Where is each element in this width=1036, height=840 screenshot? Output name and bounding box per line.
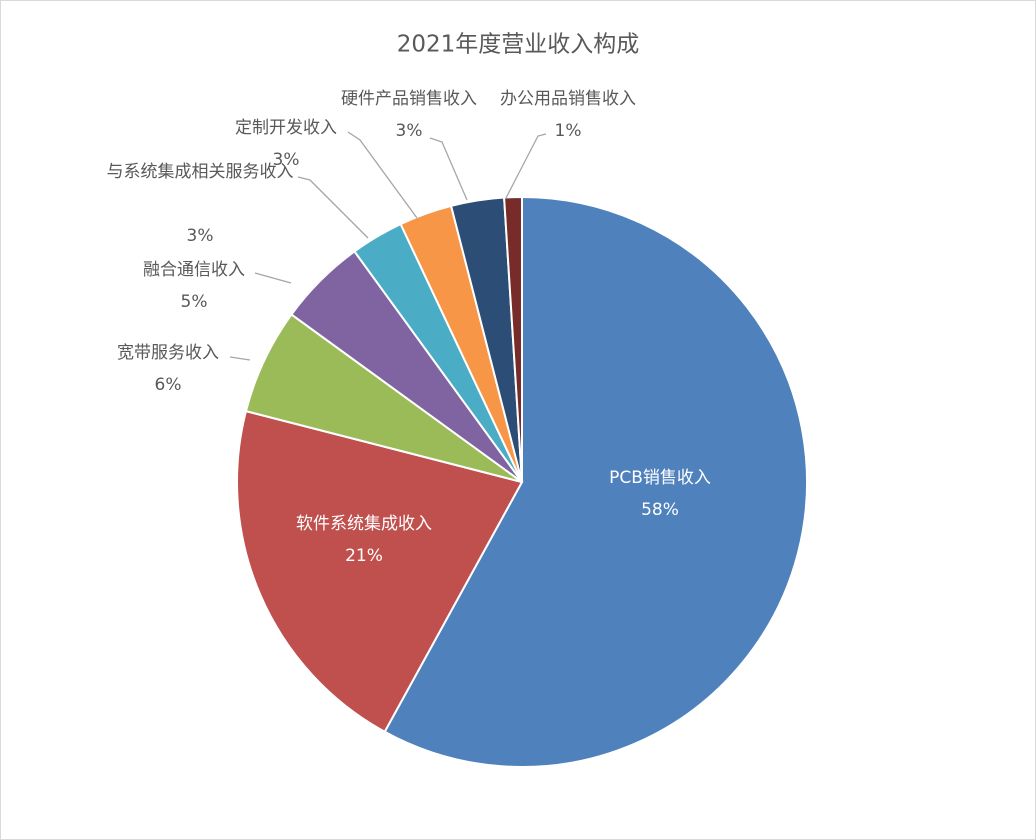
leader-line	[505, 133, 547, 199]
slice-label: 硬件产品销售收入	[341, 89, 477, 109]
leader-line	[429, 137, 468, 201]
slice-value-label: 3%	[273, 150, 300, 170]
slice-label: 宽带服务收入	[117, 343, 219, 363]
leader-line	[297, 176, 369, 239]
slice-label: 办公用品销售收入	[500, 89, 636, 109]
leader-line	[229, 356, 251, 361]
slice-value-label: 58%	[641, 500, 679, 520]
slice-label: 融合通信收入	[143, 260, 245, 280]
slice-value-label: 3%	[187, 226, 214, 246]
slice-label: 软件系统集成收入	[296, 514, 432, 534]
pie-slice	[383, 195, 808, 768]
pie-slice	[503, 195, 523, 483]
slice-label: 与系统集成相关服务收入	[107, 162, 294, 182]
pie-slice	[236, 409, 524, 734]
slice-label: PCB销售收入	[609, 468, 711, 488]
slice-value-label: 5%	[181, 292, 208, 312]
slice-value-label: 3%	[396, 121, 423, 141]
slice-value-label: 1%	[555, 121, 582, 141]
slice-label: 定制开发收入	[235, 118, 337, 138]
slice-value-label: 6%	[155, 375, 182, 395]
leader-line	[254, 272, 292, 284]
leader-line	[347, 131, 418, 219]
slice-value-label: 21%	[345, 546, 383, 566]
chart-title: 2021年度营业收入构成	[397, 32, 640, 58]
